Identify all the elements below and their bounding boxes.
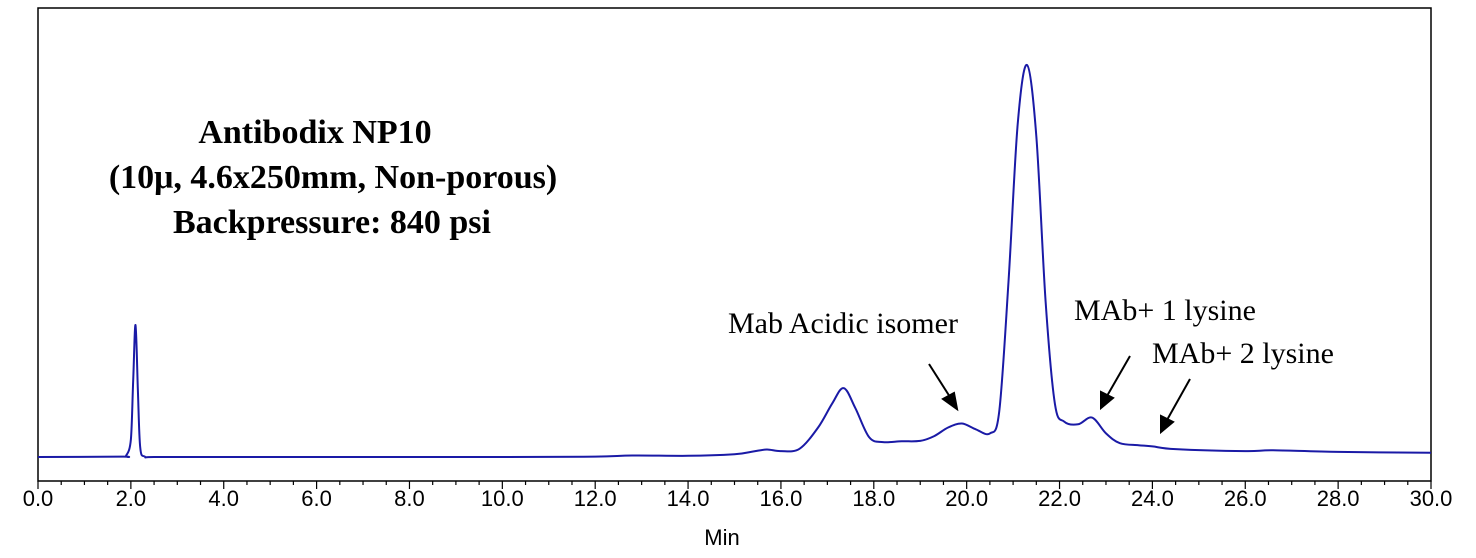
x-tick-label: 10.0: [481, 486, 524, 511]
x-tick-label: 16.0: [760, 486, 803, 511]
x-tick-label: 28.0: [1317, 486, 1360, 511]
x-axis-title: Min: [704, 525, 739, 550]
x-tick-label: 14.0: [667, 486, 710, 511]
chromatogram-trace: [37, 63, 1432, 459]
annotation-arrow-lysine-1: [1100, 355, 1131, 411]
x-tick-label: 20.0: [945, 486, 988, 511]
info-line-1: Antibodix NP10: [198, 114, 431, 151]
x-tick-label: 30.0: [1410, 486, 1453, 511]
x-tick-label: 24.0: [1131, 486, 1174, 511]
x-axis-ticks: [37, 481, 1432, 489]
x-tick-label: 26.0: [1224, 486, 1267, 511]
info-line-3: Backpressure: 840 psi: [173, 204, 491, 241]
x-tick-label: 2.0: [116, 486, 147, 511]
info-line-2: (10μ, 4.6x250mm, Non-porous): [109, 159, 557, 196]
annotation-arrow-lysine-2: [1160, 378, 1191, 435]
annotation-lysine-2: MAb+ 2 lysine: [1152, 337, 1334, 370]
x-tick-label: 18.0: [852, 486, 895, 511]
annotation-arrow-acidic: [928, 363, 959, 412]
x-axis-tick-labels: 0.0 2.0 4.0 6.0 8.0 10.0 12.0 14.0 16.0 18.0 20.0 2…: [23, 486, 1453, 511]
annotation-lysine-1: MAb+ 1 lysine: [1074, 294, 1256, 327]
annotation-acidic-isomer: Mab Acidic isomer: [728, 307, 958, 340]
x-tick-label: 8.0: [394, 486, 425, 511]
x-tick-label: 6.0: [301, 486, 332, 511]
x-tick-label: 4.0: [208, 486, 239, 511]
x-tick-label: 22.0: [1038, 486, 1081, 511]
plot-frame: [37, 7, 1432, 482]
x-tick-label: 0.0: [23, 486, 54, 511]
x-tick-label: 12.0: [574, 486, 617, 511]
